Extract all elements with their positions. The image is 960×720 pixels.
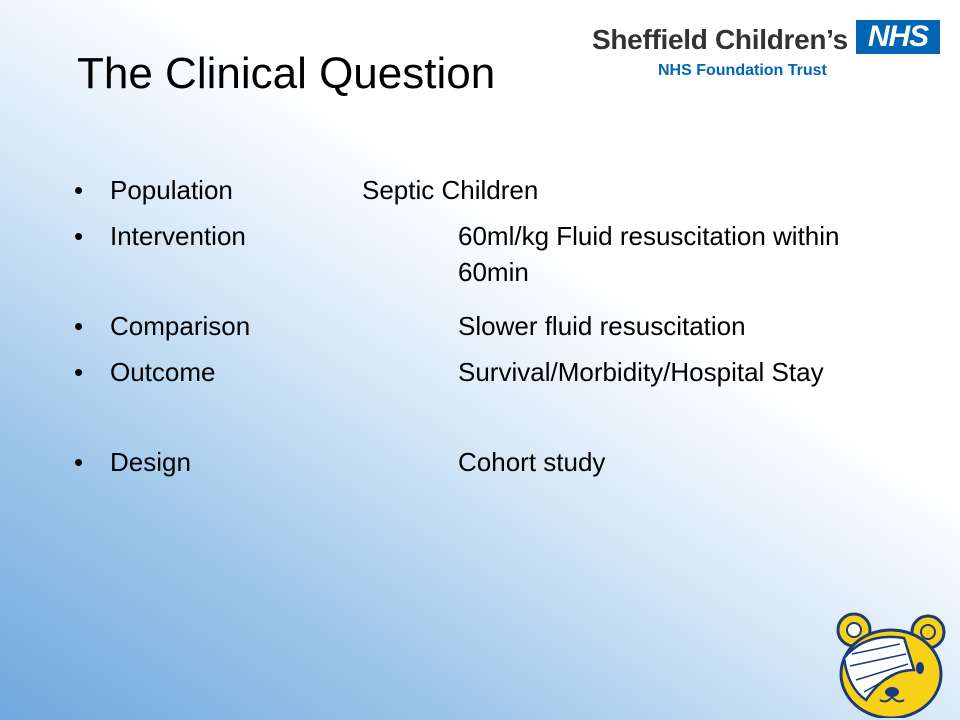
item-value: Septic Children <box>362 175 539 205</box>
item-label: Intervention <box>110 221 246 251</box>
item-value: 60ml/kg Fluid resuscitation within 60min <box>458 221 840 287</box>
item-label: Outcome <box>110 357 216 387</box>
logo-organisation-name: Sheffield Children’s <box>592 24 848 55</box>
list-item-population: • Population Septic Children <box>74 172 934 208</box>
nhs-badge: NHS <box>856 20 940 54</box>
pico-list: • Population Septic Children • Intervent… <box>74 172 934 480</box>
bullet-icon: • <box>74 175 84 205</box>
item-value: Survival/Morbidity/Hospital Stay <box>458 357 824 387</box>
list-item-comparison: • Comparison Slower fluid resuscitation <box>74 308 934 344</box>
item-label: Population <box>110 175 233 205</box>
slide-title: The Clinical Question <box>77 49 496 98</box>
logo-subtitle: NHS Foundation Trust <box>658 62 827 79</box>
list-item-intervention: • Intervention 60ml/kg Fluid resuscitati… <box>74 218 934 298</box>
bullet-icon: • <box>74 221 84 251</box>
bullet-icon: • <box>74 311 84 341</box>
item-label: Design <box>110 447 191 477</box>
item-value: Slower fluid resuscitation <box>458 311 746 341</box>
item-value: Cohort study <box>458 447 606 477</box>
bullet-icon: • <box>74 357 84 387</box>
item-label: Comparison <box>110 311 251 341</box>
list-item-outcome: • Outcome Survival/Morbidity/Hospital St… <box>74 354 934 434</box>
trust-logo: Sheffield Children’s NHS NHS Foundation … <box>588 18 948 82</box>
bullet-icon: • <box>74 447 84 477</box>
bandaged-bear-icon <box>836 612 946 718</box>
list-item-design: • Design Cohort study <box>74 444 934 480</box>
